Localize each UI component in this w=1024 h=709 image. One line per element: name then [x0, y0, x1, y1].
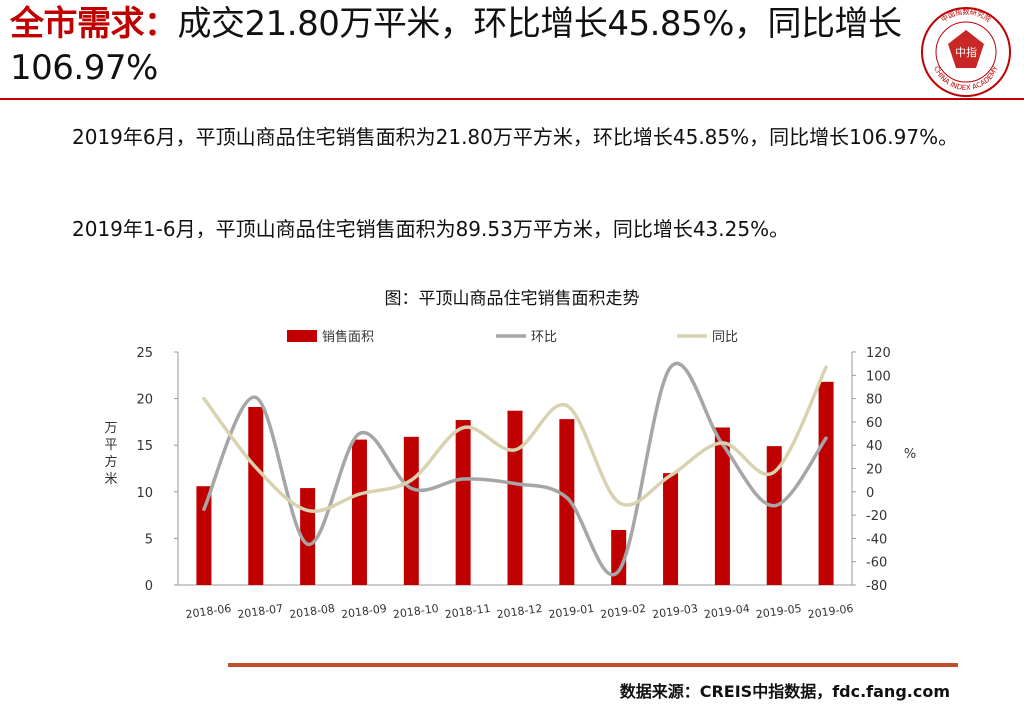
- y-tick-label-right: 0: [866, 486, 874, 501]
- y-tick-label-right: -60: [866, 556, 887, 571]
- x-tick-label: 2019-02: [600, 602, 647, 621]
- legend-label-mom: 环比: [531, 330, 557, 345]
- y-tick-label-right: -20: [866, 509, 887, 524]
- bar-sales-area: [351, 439, 367, 585]
- y-tick-label-left: 10: [136, 486, 153, 501]
- bar-sales-area: [766, 446, 782, 585]
- bar-sales-area: [248, 406, 264, 585]
- x-tick-label: 2019-05: [755, 602, 802, 621]
- slide-title: 全市需求：成交21.80万平米，环比增长45.85%，同比增长106.97%: [10, 2, 910, 90]
- x-tick-label: 2019-06: [807, 602, 854, 621]
- x-tick-label: 2018-10: [392, 602, 439, 621]
- bar-sales-area: [714, 427, 730, 585]
- bar-sales-area: [196, 486, 212, 585]
- legend-swatch-sales-area: [287, 330, 317, 342]
- x-tick-label: 2018-08: [288, 602, 335, 621]
- x-tick-label: 2018-07: [237, 602, 284, 621]
- data-source: 数据来源：CREIS中指数据，fdc.fang.com: [619, 682, 950, 701]
- chart-title: 图：平顶山商品住宅销售面积走势: [384, 289, 640, 309]
- x-tick-label: 2018-12: [496, 602, 543, 621]
- bar-sales-area: [611, 530, 627, 585]
- x-tick-label: 2018-09: [340, 602, 387, 621]
- slide-title-highlight: 全市需求：: [10, 4, 178, 44]
- y-tick-label-right: -80: [866, 579, 887, 594]
- bar-sales-area: [455, 420, 471, 585]
- y-tick-label-left: 20: [136, 393, 153, 408]
- line-yoy-growth: [202, 365, 828, 513]
- logo-center-text: 中指: [955, 45, 977, 59]
- x-tick-label: 2019-03: [651, 602, 698, 621]
- legend-label-sales-area: 销售面积: [322, 329, 374, 345]
- line-mom-growth: [202, 362, 828, 577]
- title-divider: [0, 98, 1024, 100]
- x-tick-label: 2018-11: [444, 602, 491, 621]
- y-tick-label-right: 120: [866, 346, 891, 361]
- x-tick-label: 2019-04: [703, 602, 750, 621]
- x-tick-label: 2018-06: [185, 602, 232, 621]
- bar-sales-area: [559, 419, 575, 585]
- summary-paragraph-monthly: 2019年6月，平顶山商品住宅销售面积为21.80万平方米，环比增长45.85%…: [72, 125, 959, 149]
- bar-sales-area: [403, 436, 419, 585]
- y-axis-label-left: 万平方米: [104, 421, 117, 487]
- bar-sales-area: [507, 410, 523, 585]
- summary-paragraph-ytd: 2019年1-6月，平顶山商品住宅销售面积为89.53万平方米，同比增长43.2…: [72, 217, 790, 241]
- slide-title-text: 成交21.80万平米，环比增长45.85%，同比增长106.97%: [10, 4, 902, 88]
- bar-sales-area: [818, 381, 834, 585]
- footer-divider: [228, 663, 958, 667]
- y-tick-label-right: 40: [866, 439, 883, 454]
- y-axis-label-right: %: [904, 447, 916, 462]
- x-tick-label: 2019-01: [548, 602, 595, 621]
- y-tick-label-right: 20: [866, 463, 883, 478]
- y-tick-label-left: 5: [145, 532, 153, 547]
- y-tick-label-left: 15: [136, 439, 153, 454]
- y-tick-label-right: 60: [866, 416, 883, 431]
- y-tick-label-right: 100: [866, 369, 891, 384]
- bar-sales-area: [663, 473, 679, 585]
- y-tick-label-right: 80: [866, 393, 883, 408]
- china-index-academy-logo: 中指 CHINA INDEX ACADEMY 中国指数研究院: [921, 7, 1011, 97]
- y-tick-label-right: -40: [866, 532, 887, 547]
- y-tick-label-left: 0: [145, 579, 153, 594]
- sales-area-chart: 0 5 10 15 20 25 -80 -60 -40 -20 0 20 40 60 80 100 120 万平方…: [104, 329, 916, 621]
- y-tick-label-left: 25: [136, 346, 153, 361]
- legend-label-yoy: 同比: [712, 330, 738, 345]
